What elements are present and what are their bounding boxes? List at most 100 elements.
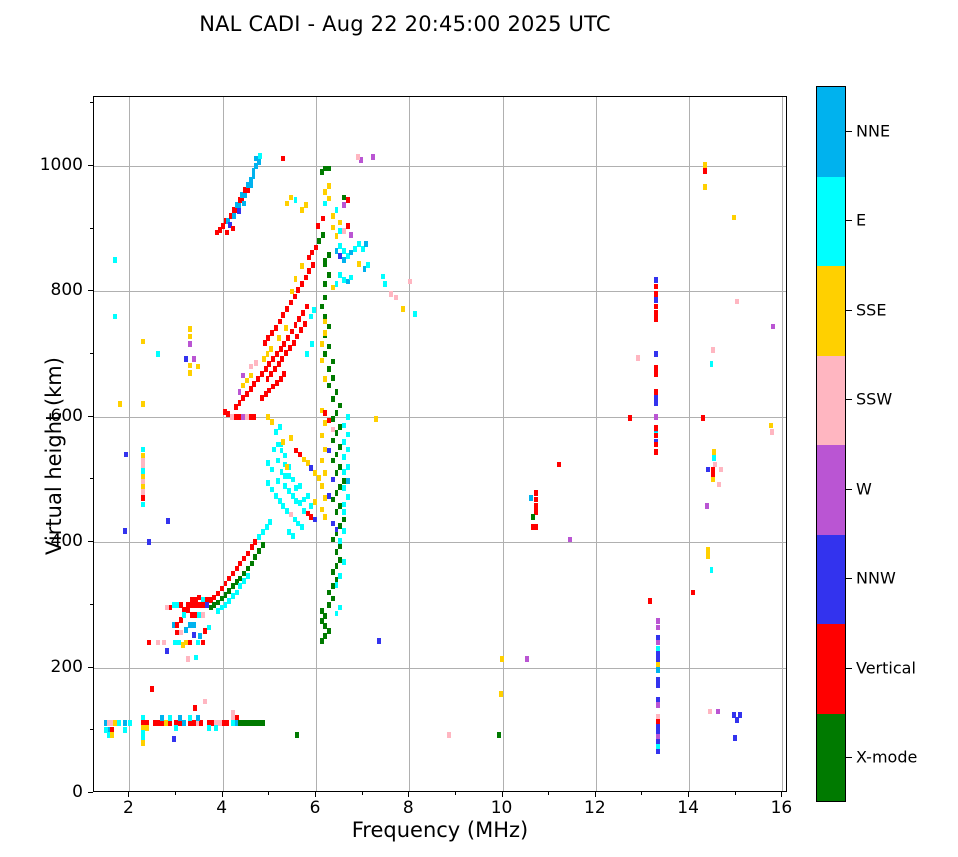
data-point	[233, 413, 238, 420]
data-point	[327, 602, 332, 608]
data-point	[330, 213, 335, 219]
data-point	[258, 153, 262, 159]
data-point	[330, 520, 335, 527]
data-point	[412, 311, 417, 317]
data-point	[260, 541, 265, 548]
data-point	[290, 533, 295, 539]
data-point	[310, 249, 315, 256]
data-point	[243, 191, 248, 198]
data-point	[212, 594, 217, 601]
data-point	[334, 451, 339, 458]
data-point	[188, 333, 193, 340]
x-axis-tick-label: 12	[584, 798, 606, 818]
data-point	[319, 341, 324, 347]
data-point	[288, 435, 293, 441]
data-point	[289, 288, 294, 295]
data-point	[257, 548, 262, 554]
colorbar-segment-sse	[817, 266, 845, 356]
figure-title: NAL CADI - Aug 22 20:45:00 2025 UTC	[199, 12, 611, 36]
data-point	[383, 281, 387, 287]
data-point	[231, 593, 235, 599]
data-point	[163, 719, 168, 726]
data-point	[338, 604, 343, 611]
x-axis-tick-label: 8	[402, 798, 414, 818]
data-point	[287, 344, 292, 351]
x-axis-tick	[454, 792, 456, 795]
data-point	[237, 400, 242, 406]
data-point	[338, 253, 343, 260]
data-point	[266, 480, 271, 487]
data-point	[364, 240, 369, 247]
data-point	[319, 457, 324, 464]
data-point	[327, 323, 332, 330]
data-point	[254, 163, 259, 169]
data-point	[499, 655, 504, 662]
data-point	[188, 622, 193, 628]
data-point	[531, 514, 536, 520]
data-point	[206, 624, 211, 631]
data-point	[171, 602, 176, 608]
data-point	[160, 714, 165, 721]
data-point	[319, 407, 324, 414]
colorbar	[816, 86, 846, 802]
data-point	[244, 413, 249, 420]
data-point	[330, 569, 335, 576]
data-point	[342, 485, 346, 492]
data-point	[330, 496, 335, 503]
data-point	[327, 447, 332, 454]
data-point	[285, 464, 290, 470]
data-point	[342, 422, 346, 429]
data-point	[201, 597, 206, 603]
data-point	[653, 432, 658, 439]
data-point	[302, 321, 307, 327]
data-point	[316, 475, 321, 482]
data-point	[237, 197, 242, 203]
data-point	[394, 294, 399, 301]
data-point	[178, 629, 183, 636]
data-point	[172, 736, 177, 742]
data-point	[189, 597, 194, 603]
colorbar-label-ssw: SSW	[856, 389, 893, 409]
data-point	[388, 291, 393, 297]
data-point	[653, 277, 658, 283]
data-point	[282, 371, 287, 377]
data-point	[153, 719, 158, 726]
data-point	[305, 510, 310, 517]
data-point	[167, 719, 172, 726]
data-point	[345, 494, 350, 500]
data-point	[342, 516, 346, 523]
data-point	[709, 361, 714, 367]
data-point	[227, 598, 232, 604]
data-point	[738, 712, 743, 719]
gridline-vertical	[316, 97, 317, 791]
colorbar-tick	[846, 399, 852, 401]
data-point	[271, 383, 276, 390]
data-point	[656, 657, 661, 663]
data-point	[245, 573, 250, 579]
x-axis-tick	[548, 792, 550, 795]
data-point	[298, 451, 303, 458]
data-point	[330, 426, 335, 433]
y-axis-tick-label: 600	[50, 405, 83, 426]
data-point	[342, 228, 346, 234]
data-point	[334, 248, 339, 255]
data-point	[656, 624, 661, 631]
data-point	[309, 514, 314, 520]
data-point	[141, 477, 146, 484]
data-point	[201, 612, 206, 618]
data-point	[147, 539, 151, 545]
data-point	[245, 719, 250, 726]
data-point	[528, 495, 533, 502]
data-point	[164, 604, 169, 611]
y-axis-tick-label: 800	[50, 280, 83, 301]
data-point	[653, 297, 658, 303]
data-point	[219, 585, 224, 592]
data-point	[219, 595, 224, 602]
x-axis-tick	[688, 792, 690, 797]
gridline-vertical	[409, 97, 411, 791]
data-point	[293, 197, 298, 203]
data-point	[275, 441, 280, 448]
data-point	[304, 351, 309, 357]
data-point	[334, 576, 339, 583]
data-point	[248, 386, 253, 392]
